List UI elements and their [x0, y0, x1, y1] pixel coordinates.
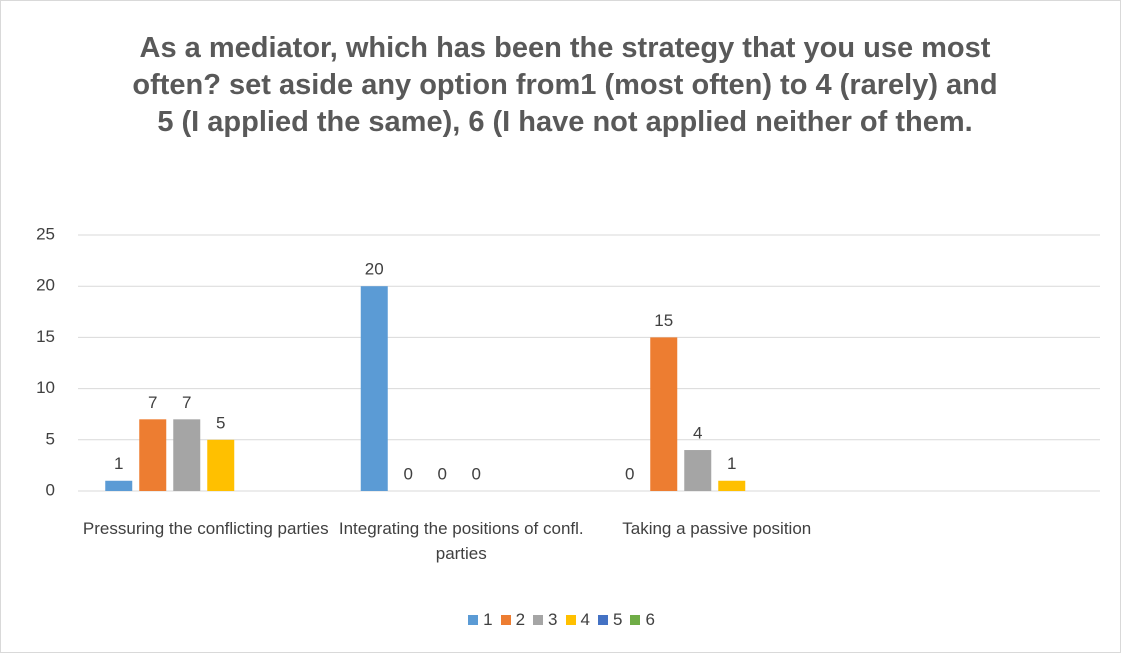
data-label: 0: [438, 464, 447, 483]
bar: [173, 419, 201, 491]
data-label: 15: [654, 311, 673, 330]
legend-item: 3: [533, 610, 558, 630]
x-tick-label: Integrating the positions of confl. part…: [338, 519, 584, 563]
x-tick-label: Pressuring the conflicting parties: [82, 519, 329, 538]
legend-label: 2: [515, 610, 526, 629]
data-label: 7: [148, 393, 157, 412]
legend-item: 5: [597, 610, 623, 630]
y-tick-label: 20: [36, 276, 55, 295]
legend-label: 4: [580, 610, 590, 629]
bar: [105, 480, 133, 491]
y-tick-label: 0: [46, 480, 55, 499]
bar: [360, 286, 388, 491]
data-label: 4: [693, 424, 702, 443]
data-label: 1: [727, 454, 736, 473]
data-label: 5: [216, 413, 225, 432]
legend-item: 4: [565, 610, 590, 630]
data-label: 20: [365, 260, 384, 279]
legend-swatch: [533, 615, 544, 625]
legend-item: 1: [468, 610, 493, 630]
y-tick-label: 25: [36, 224, 55, 243]
x-tick-label: Taking a passive position: [622, 519, 812, 538]
legend-label: 3: [548, 610, 558, 629]
bar: [207, 439, 235, 491]
data-label: 0: [625, 464, 634, 483]
legend-item: 6: [630, 610, 655, 630]
legend-label: 1: [483, 610, 493, 629]
y-tick-label: 10: [36, 378, 55, 397]
bar: [139, 419, 167, 491]
legend-swatch: [565, 615, 576, 625]
data-label: 0: [404, 464, 413, 483]
y-tick-label: 5: [46, 429, 55, 448]
legend-swatch: [597, 615, 608, 625]
legend-swatch: [630, 615, 641, 625]
bar: [718, 480, 746, 491]
bar: [650, 337, 678, 491]
legend-item: 2: [500, 610, 526, 630]
data-label: 0: [472, 464, 481, 483]
data-label: 7: [182, 393, 191, 412]
legend: 1 2 3 4 5 6: [0, 610, 1123, 630]
y-tick-label: 15: [36, 327, 55, 346]
legend-swatch: [468, 615, 479, 625]
chart-title: As a mediator, which has been the strate…: [132, 32, 998, 138]
legend-swatch: [500, 615, 511, 625]
legend-label: 5: [612, 610, 623, 629]
data-label: 1: [114, 454, 123, 473]
legend-label: 6: [645, 610, 655, 629]
bar: [684, 450, 712, 491]
